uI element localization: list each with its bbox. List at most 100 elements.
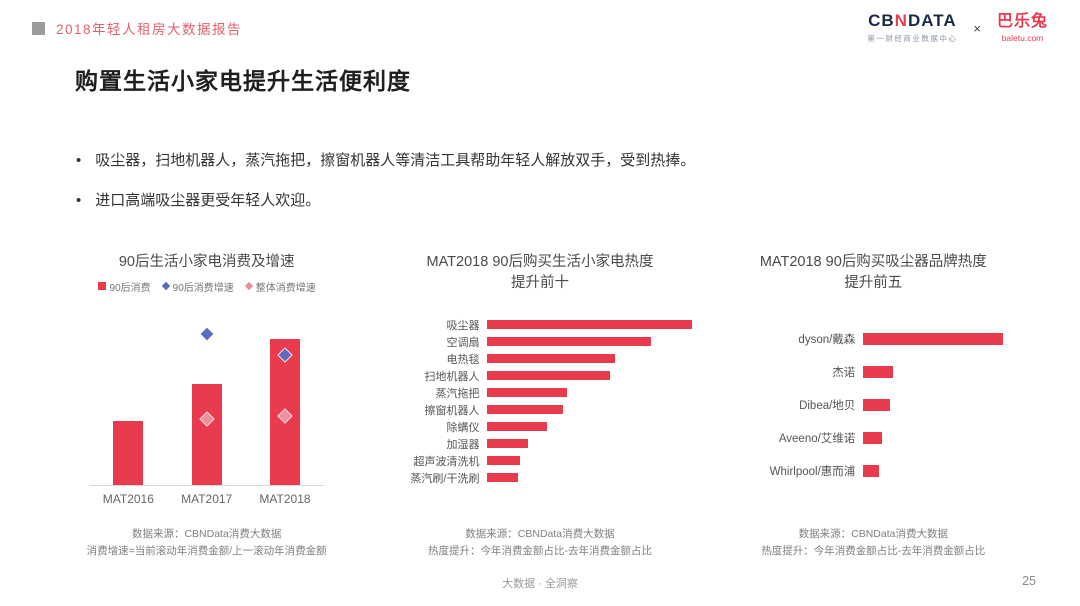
chart-column [89, 307, 167, 485]
bar-track [863, 332, 1004, 345]
bar [191, 383, 222, 485]
category-label: 除螨仪 [446, 421, 480, 434]
report-title: 2018年轻人租房大数据报告 [56, 22, 243, 37]
category-label: 超声波清洗机 [413, 455, 480, 468]
bar [863, 431, 882, 444]
chart1-source: 数据来源：CBNData消费大数据 消费增速=当前滚动年消费金额/上一滚动年消费… [87, 526, 327, 561]
bar-track [487, 388, 692, 397]
hbar-row: 加湿器 [387, 435, 692, 452]
bullet-item: • 吸尘器，扫地机器人，蒸汽拖把，擦窗机器人等清洁工具帮助年轻人解放双手，受到热… [76, 150, 1020, 173]
bar-track [487, 320, 693, 329]
bar-track [487, 473, 692, 482]
legend-item: 90后消费 [97, 279, 151, 294]
hbar-row: 杰诺 [743, 355, 1003, 388]
legend-item: 90后消费增速 [161, 279, 234, 294]
bar-track [863, 398, 1003, 411]
category-label: 杰诺 [832, 366, 856, 379]
bar-track [487, 354, 692, 363]
hbar-row: 扫地机器人 [387, 367, 692, 384]
baletu-logo-text: 巴乐兔 [996, 13, 1048, 31]
chart-column [246, 307, 324, 485]
chart3-body: MAT2018 90后购买吸尘器品牌热度提升前五 dyson/戴森杰诺 Dibea… [743, 252, 1004, 526]
bar [487, 354, 615, 363]
chart3-title: MAT2018 90后购买吸尘器品牌热度提升前五 [759, 254, 987, 291]
bar-track [487, 439, 692, 448]
source-line: 数据来源：CBNData消费大数据 [465, 528, 615, 540]
bar [863, 464, 879, 477]
category-label: 空调扇 [446, 336, 480, 349]
category-label: 蒸汽刷/干洗刷 [410, 472, 480, 485]
square-marker-icon [97, 282, 106, 290]
hbar-row: Aveeno/艾维诺 [743, 421, 1003, 454]
category-label: Aveeno/艾维诺 [778, 432, 856, 445]
cbn-part-data: DATA [907, 11, 957, 31]
hbar-row: 擦窗机器人 [387, 401, 692, 418]
bar [487, 388, 568, 397]
chart2-appliance-heat-top10: MAT2018 90后购买生活小家电热度提升前十 吸尘器 空调扇 电热毯 扫地机器人蒸… [373, 252, 706, 561]
hbar-row: dyson/戴森 [743, 322, 1004, 355]
header: 2018年轻人租房大数据报告 CBNDATA 第一财经商业数据中心 × 巴乐兔 … [0, 0, 1080, 56]
note-line: 热度提升：今年消费金额占比-去年消费金额占比 [761, 545, 986, 558]
category-label: Dibea/地贝 [799, 399, 856, 412]
bar-track [863, 365, 1003, 378]
chart1-title: 90后生活小家电消费及增速 [118, 254, 295, 270]
chart1-body: 90后生活小家电消费及增速 90后消费 90后消费增速 整体消费增速 MAT2016… [89, 252, 325, 526]
bar [487, 456, 521, 465]
logo-separator-x-icon: × [973, 20, 981, 36]
baletu-logo-subtitle: baletu.com [1001, 32, 1044, 43]
bar [487, 371, 611, 380]
hbar-row: Whirlpool/惠而浦 [743, 454, 1003, 487]
chart2-title: MAT2018 90后购买生活小家电热度提升前十 [426, 254, 654, 291]
cbndata-logo-text: CBNDATA [868, 11, 957, 31]
bar [487, 473, 519, 482]
chart1-consumption-growth: 90后生活小家电消费及增速 90后消费 90后消费增速 整体消费增速 MAT2016… [40, 252, 373, 561]
bar-track [863, 464, 1003, 477]
charts-row: 90后生活小家电消费及增速 90后消费 90后消费增速 整体消费增速 MAT2016… [40, 252, 1040, 561]
bar-track [487, 371, 692, 380]
bullet-text: 进口高端吸尘器更受年轻人欢迎。 [95, 191, 321, 209]
bar-track [487, 422, 692, 431]
source-line: 数据来源：CBNData消费大数据 [798, 528, 948, 540]
hbar-row: 蒸汽拖把 [387, 384, 692, 401]
hbar-row: 蒸汽刷/干洗刷 [387, 469, 692, 486]
baletu-logo: 巴乐兔 baletu.com [997, 13, 1048, 43]
category-label: Whirlpool/惠而浦 [769, 465, 856, 478]
chart3-source: 数据来源：CBNData消费大数据 热度提升：今年消费金额占比-去年消费金额占比 [761, 526, 985, 561]
diamond-marker-icon [161, 281, 170, 291]
bar [487, 337, 652, 346]
chart3-vacuum-brand-top5: MAT2018 90后购买吸尘器品牌热度提升前五 dyson/戴森杰诺 Dibea… [707, 252, 1040, 561]
bar [487, 422, 547, 431]
diamond-marker [200, 327, 214, 341]
chart3-rows: dyson/戴森杰诺 Dibea/地贝 Aveeno/艾维诺 Whirlpool/惠而… [743, 322, 1004, 487]
footer-text: 大数据 · 全洞察 [502, 578, 578, 590]
note-line: 热度提升：今年消费金额占比-去年消费金额占比 [427, 545, 652, 558]
category-label: 扫地机器人 [424, 370, 480, 383]
bar-track [863, 431, 1003, 444]
logos: CBNDATA 第一财经商业数据中心 × 巴乐兔 baletu.com [867, 11, 1048, 44]
chart2-rows: 吸尘器 空调扇 电热毯 扫地机器人 蒸汽拖把 擦窗机器人 除螨仪 加湿器 超声波清洗机 蒸汽刷/干… [387, 316, 693, 486]
legend-item: 整体消费增速 [244, 279, 316, 294]
category-label: 擦窗机器人 [424, 404, 480, 417]
chart2-body: MAT2018 90后购买生活小家电热度提升前十 吸尘器 空调扇 电热毯 扫地机器人蒸… [387, 252, 693, 526]
chart-column [167, 307, 245, 485]
cbn-part-cb: CB [868, 11, 895, 31]
hbar-row: 电热毯 [387, 350, 692, 367]
cbn-part-n: N [894, 11, 908, 31]
bar [487, 320, 693, 329]
bar [487, 405, 564, 414]
hbar-row: 除螨仪 [387, 418, 692, 435]
bar [487, 439, 529, 448]
bar [863, 365, 893, 378]
square-bullet-icon [32, 21, 45, 35]
bullet-text: 吸尘器，扫地机器人，蒸汽拖把，擦窗机器人等清洁工具帮助年轻人解放双手，受到热捧。 [95, 152, 696, 169]
bar [863, 332, 1004, 345]
category-label: MAT2018 [259, 492, 311, 506]
page-number: 25 [1022, 574, 1036, 588]
legend-label: 90后消费增速 [172, 282, 234, 294]
hbar-row: 超声波清洗机 [387, 452, 692, 469]
bar-track [487, 337, 692, 346]
report-brand: 2018年轻人租房大数据报告 [32, 18, 242, 38]
bar [113, 420, 144, 485]
diamond-marker-icon [244, 281, 254, 291]
